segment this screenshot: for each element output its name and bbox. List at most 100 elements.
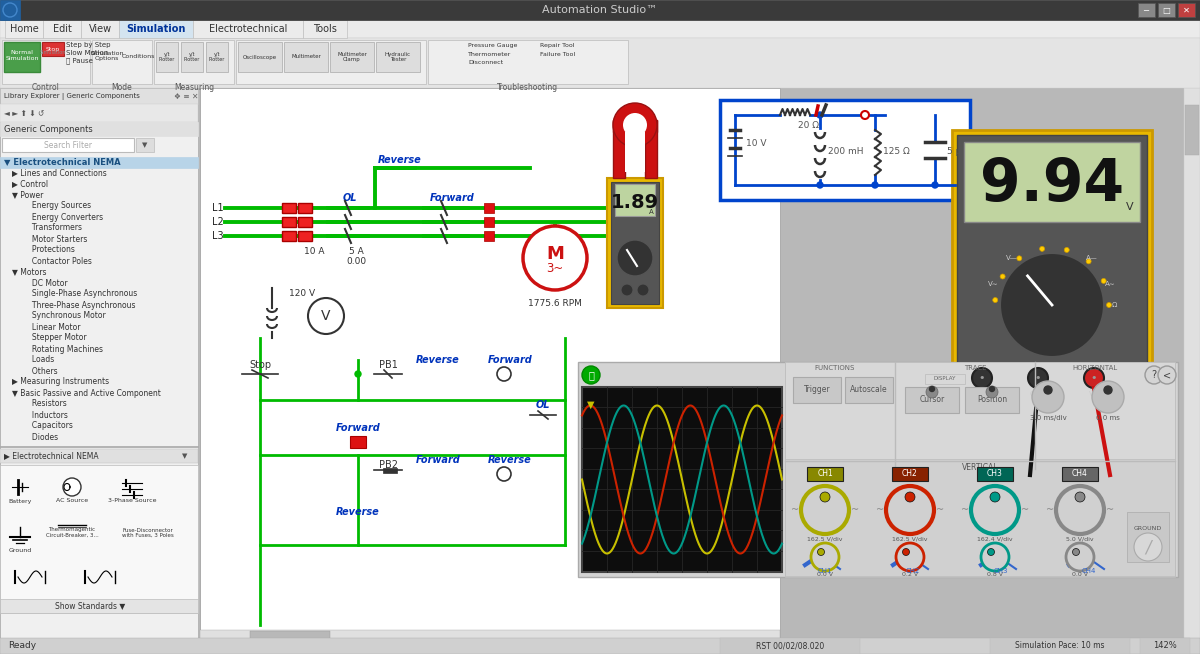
Bar (0, 0, 1200, 20)
Text: 0.0 ms: 0.0 ms (1096, 415, 1120, 421)
Bar (582, 387, 782, 572)
Text: ✕: ✕ (1182, 5, 1189, 14)
Text: ─: ─ (1144, 5, 1148, 14)
Bar (42, 42, 64, 56)
Text: 3~: 3~ (546, 262, 564, 275)
Bar (578, 362, 1178, 577)
Text: □: □ (1162, 5, 1170, 14)
Text: Reverse: Reverse (488, 455, 532, 465)
Text: A∼: A∼ (1105, 281, 1116, 287)
Text: 1.89: 1.89 (611, 194, 659, 213)
Text: ~: ~ (851, 505, 859, 515)
Text: View: View (89, 24, 112, 34)
Text: 0.0 V: 0.0 V (817, 572, 833, 577)
Circle shape (1092, 381, 1124, 413)
Text: 162.4 V/div: 162.4 V/div (977, 536, 1013, 542)
Bar (0, 88, 198, 104)
Text: ?: ? (1152, 370, 1157, 380)
Text: CH2: CH2 (902, 470, 918, 479)
Text: •: • (1034, 373, 1042, 383)
Circle shape (497, 467, 511, 481)
Text: 9.94: 9.94 (980, 156, 1124, 213)
Text: Autoscale: Autoscale (850, 385, 888, 394)
Text: y/t
Plotter: y/t Plotter (209, 52, 226, 62)
Text: M: M (546, 245, 564, 263)
Bar (2, 40, 90, 84)
Circle shape (1086, 259, 1091, 264)
Text: ~: ~ (961, 505, 970, 515)
Circle shape (582, 366, 600, 384)
Text: Capacitors: Capacitors (20, 421, 73, 430)
Bar (613, 120, 658, 132)
Bar (1158, 3, 1175, 17)
Text: Disconnect: Disconnect (468, 60, 503, 65)
Text: ⏸ Pause: ⏸ Pause (66, 58, 92, 64)
Text: Forward: Forward (430, 193, 474, 203)
Text: A—: A— (1086, 254, 1098, 260)
Text: Automation Studio™: Automation Studio™ (542, 5, 658, 15)
Circle shape (1028, 368, 1048, 388)
Circle shape (1066, 543, 1094, 571)
Bar (298, 217, 312, 227)
Text: Thermometer: Thermometer (468, 52, 511, 56)
Bar (282, 217, 296, 227)
Text: CH3: CH3 (994, 568, 1008, 574)
Circle shape (1000, 274, 1006, 279)
Text: Rotating Machines: Rotating Machines (20, 345, 103, 354)
Text: ▼ Power: ▼ Power (12, 190, 43, 199)
Text: CH2: CH2 (906, 568, 920, 574)
Circle shape (617, 240, 653, 276)
Text: Three-Phase Asynchronous: Three-Phase Asynchronous (20, 300, 136, 309)
Bar (793, 377, 841, 403)
Bar (383, 468, 397, 473)
Bar (376, 42, 420, 72)
Text: 10 V: 10 V (746, 139, 767, 148)
Text: 5.0 V/div: 5.0 V/div (1066, 536, 1094, 542)
Text: with Fuses, 3 Poles: with Fuses, 3 Poles (122, 532, 174, 538)
Text: Thermomagentic: Thermomagentic (48, 528, 96, 532)
Bar (250, 631, 330, 640)
Text: ~: ~ (791, 505, 799, 515)
Text: RST 00/02/08.020: RST 00/02/08.020 (756, 642, 824, 651)
Text: Circuit-Breaker, 3...: Circuit-Breaker, 3... (46, 532, 98, 538)
Circle shape (497, 367, 511, 381)
Text: Hydraulic
Tester: Hydraulic Tester (385, 52, 412, 62)
Circle shape (637, 284, 649, 296)
Text: ~: ~ (1036, 392, 1044, 402)
Text: CH1: CH1 (817, 568, 833, 574)
Text: Electrotechnical: Electrotechnical (209, 24, 287, 34)
Text: Reverse: Reverse (416, 355, 460, 365)
Text: 0.2 V: 0.2 V (902, 572, 918, 577)
Text: Protections: Protections (20, 245, 74, 254)
Text: Stop: Stop (46, 46, 60, 52)
Circle shape (1075, 492, 1085, 502)
Text: Conditions: Conditions (121, 54, 155, 58)
Text: DC Motor: DC Motor (20, 279, 67, 288)
Bar (0, 465, 198, 613)
Text: Edit: Edit (53, 24, 72, 34)
Text: ▶ Control: ▶ Control (12, 179, 48, 188)
Text: Forward: Forward (336, 423, 380, 433)
Text: 10 A: 10 A (304, 247, 324, 256)
Bar (616, 184, 655, 216)
Bar (625, 132, 646, 172)
Bar (43, 20, 82, 38)
Circle shape (926, 386, 938, 398)
Circle shape (613, 103, 658, 147)
Circle shape (971, 486, 1019, 534)
Text: Stop: Stop (248, 360, 271, 370)
Text: PB1: PB1 (378, 360, 397, 370)
Text: ❖ ≡ ✕: ❖ ≡ ✕ (174, 92, 198, 101)
Text: <: < (1163, 370, 1171, 380)
Text: ~: ~ (1052, 392, 1060, 402)
Bar (156, 42, 178, 72)
Text: Simulation: Simulation (5, 56, 38, 61)
Circle shape (905, 492, 916, 502)
Bar (282, 231, 296, 241)
Bar (206, 42, 228, 72)
Text: Repair Tool: Repair Tool (540, 44, 575, 48)
Text: HORIZONTAL: HORIZONTAL (1073, 365, 1117, 371)
Text: Transformers: Transformers (20, 224, 82, 233)
Circle shape (1084, 368, 1104, 388)
Circle shape (1044, 386, 1052, 394)
